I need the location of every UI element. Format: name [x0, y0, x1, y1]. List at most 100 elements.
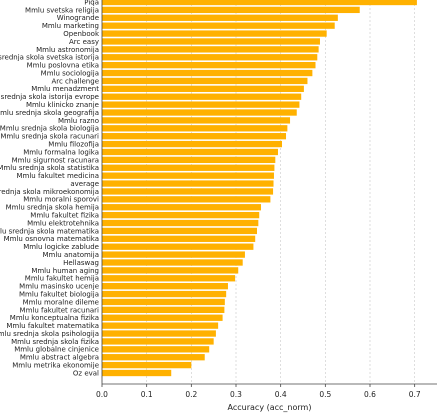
- category-label: average: [70, 180, 99, 188]
- bar: [102, 267, 239, 274]
- x-tick-label: 0.0: [96, 390, 108, 399]
- category-label: Mmlu fakultet fizika: [30, 212, 99, 220]
- category-label: Mmlu elektrotehnika: [27, 219, 99, 227]
- category-label: Mmlu anatomija: [42, 251, 99, 259]
- bar: [102, 109, 297, 116]
- category-label: Mmlu srednja skola fizika: [11, 338, 99, 346]
- category-label: Mmlu filozofija: [48, 140, 99, 148]
- category-label: Mmlu menadzment: [31, 85, 99, 93]
- bar: [102, 338, 214, 345]
- category-label: Mmlu klinicko znanje: [26, 101, 99, 109]
- bar: [102, 314, 223, 321]
- category-label: Mmlu srednja skola psihologija: [0, 330, 99, 338]
- bar: [102, 0, 417, 6]
- category-label: Mmlu moralni sporovi: [23, 196, 99, 204]
- x-tick-label: 0.7: [409, 390, 421, 399]
- category-label: Mmlu logicke zablude: [23, 243, 99, 251]
- bar: [102, 125, 288, 132]
- bar: [102, 211, 260, 219]
- bars: [102, 0, 417, 377]
- bar: [102, 54, 318, 61]
- category-label: Mmlu sociologija: [41, 69, 99, 77]
- bar: [102, 172, 274, 179]
- bar: [102, 259, 243, 266]
- category-label: Mmlu formalna logika: [23, 148, 99, 156]
- x-tick-label: 0.4: [275, 390, 287, 399]
- bar: [102, 101, 300, 108]
- bar: [102, 133, 287, 140]
- category-label: Mmlu srednja skola mikroekonomija: [0, 188, 99, 196]
- x-tick-label: 0.5: [319, 390, 331, 399]
- x-axis-title: Accuracy (acc_norm): [228, 403, 312, 412]
- category-label: Mmlu srednja skola statistika: [0, 164, 99, 172]
- x-tick-label: 0.6: [364, 390, 376, 399]
- bar: [102, 30, 327, 37]
- category-label: Openbook: [63, 30, 100, 38]
- category-label: Hellaswag: [63, 259, 99, 267]
- bar: [102, 22, 335, 29]
- category-label: Mmlu fakultet racunari: [20, 306, 100, 314]
- category-label: Mmlu globalne cinjenice: [14, 346, 99, 354]
- bar: [102, 93, 302, 100]
- category-label: Mmlu sigurnost racunara: [12, 156, 99, 164]
- bar: [102, 361, 192, 369]
- category-label: Mmlu srednja skola istorija evrope: [0, 93, 99, 101]
- bar: [102, 61, 316, 69]
- bar: [102, 346, 210, 353]
- bar: [102, 46, 319, 53]
- bar: [102, 275, 236, 282]
- bar: [102, 322, 219, 329]
- bar: [102, 180, 274, 187]
- bar: [102, 148, 278, 156]
- category-label: Mmlu srednja skola svetska istorija: [0, 54, 99, 62]
- category-label: Mmlu osnovna matematika: [4, 235, 99, 243]
- bar: [102, 85, 304, 92]
- bar: [102, 140, 283, 148]
- bar: [102, 69, 313, 77]
- bar: [102, 306, 225, 314]
- category-label: Mmlu srednja skola hemija: [6, 204, 99, 212]
- bar: [102, 354, 205, 361]
- bar: [102, 251, 245, 258]
- category-label: Mmlu masinsko ucenje: [19, 283, 99, 291]
- category-label: Mmlu abstract algebra: [20, 354, 99, 362]
- bar: [102, 330, 216, 337]
- bar: [102, 77, 308, 85]
- bar: [102, 243, 254, 250]
- category-label: Mmlu svetska religija: [25, 6, 99, 14]
- bar: [102, 38, 320, 45]
- category-label: Mmlu astronomija: [36, 46, 99, 54]
- bar: [102, 290, 227, 298]
- x-tick-label: 0.3: [230, 390, 242, 399]
- category-label: Arc challenge: [51, 77, 99, 85]
- category-label: Mmlu fakultet biologija: [19, 290, 99, 298]
- category-label: Mmlu razno: [58, 117, 99, 125]
- bar: [102, 204, 262, 211]
- category-label: Mmlu moralne dileme: [23, 298, 99, 306]
- x-tick-label: 0.2: [185, 390, 197, 399]
- category-label: Mmlu marketing: [42, 22, 99, 30]
- bar: [102, 117, 291, 124]
- category-label: Mmlu konceptualna fizika: [10, 314, 99, 322]
- bar: [102, 298, 225, 306]
- category-label: Mmlu srednja skola racunari: [0, 133, 99, 141]
- category-label: Mmlu poslovna etika: [27, 62, 99, 70]
- category-label: Oz eval: [73, 369, 99, 377]
- category-label: Mmlu human aging: [31, 267, 99, 275]
- x-ticks: 0.0 0.1 0.2 0.3 0.4 0.5 0.6 0.7: [96, 384, 421, 399]
- bar: [102, 156, 276, 164]
- category-label: Winogrande: [57, 14, 99, 22]
- bar: [102, 188, 274, 195]
- category-label: Mmlu fakultet medicina: [17, 172, 100, 180]
- category-label: Mmlu fakultet hemija: [25, 275, 99, 283]
- bar: [102, 6, 360, 14]
- bar: [102, 369, 172, 377]
- bar: [102, 196, 271, 203]
- category-label: Arc easy: [69, 38, 99, 46]
- category-label: Mmlu srednja skola matematika: [0, 227, 99, 235]
- bar: [102, 14, 338, 21]
- bar: [102, 235, 256, 242]
- category-label: Mmlu srednja skola biologija: [0, 125, 99, 133]
- bar: [102, 227, 257, 235]
